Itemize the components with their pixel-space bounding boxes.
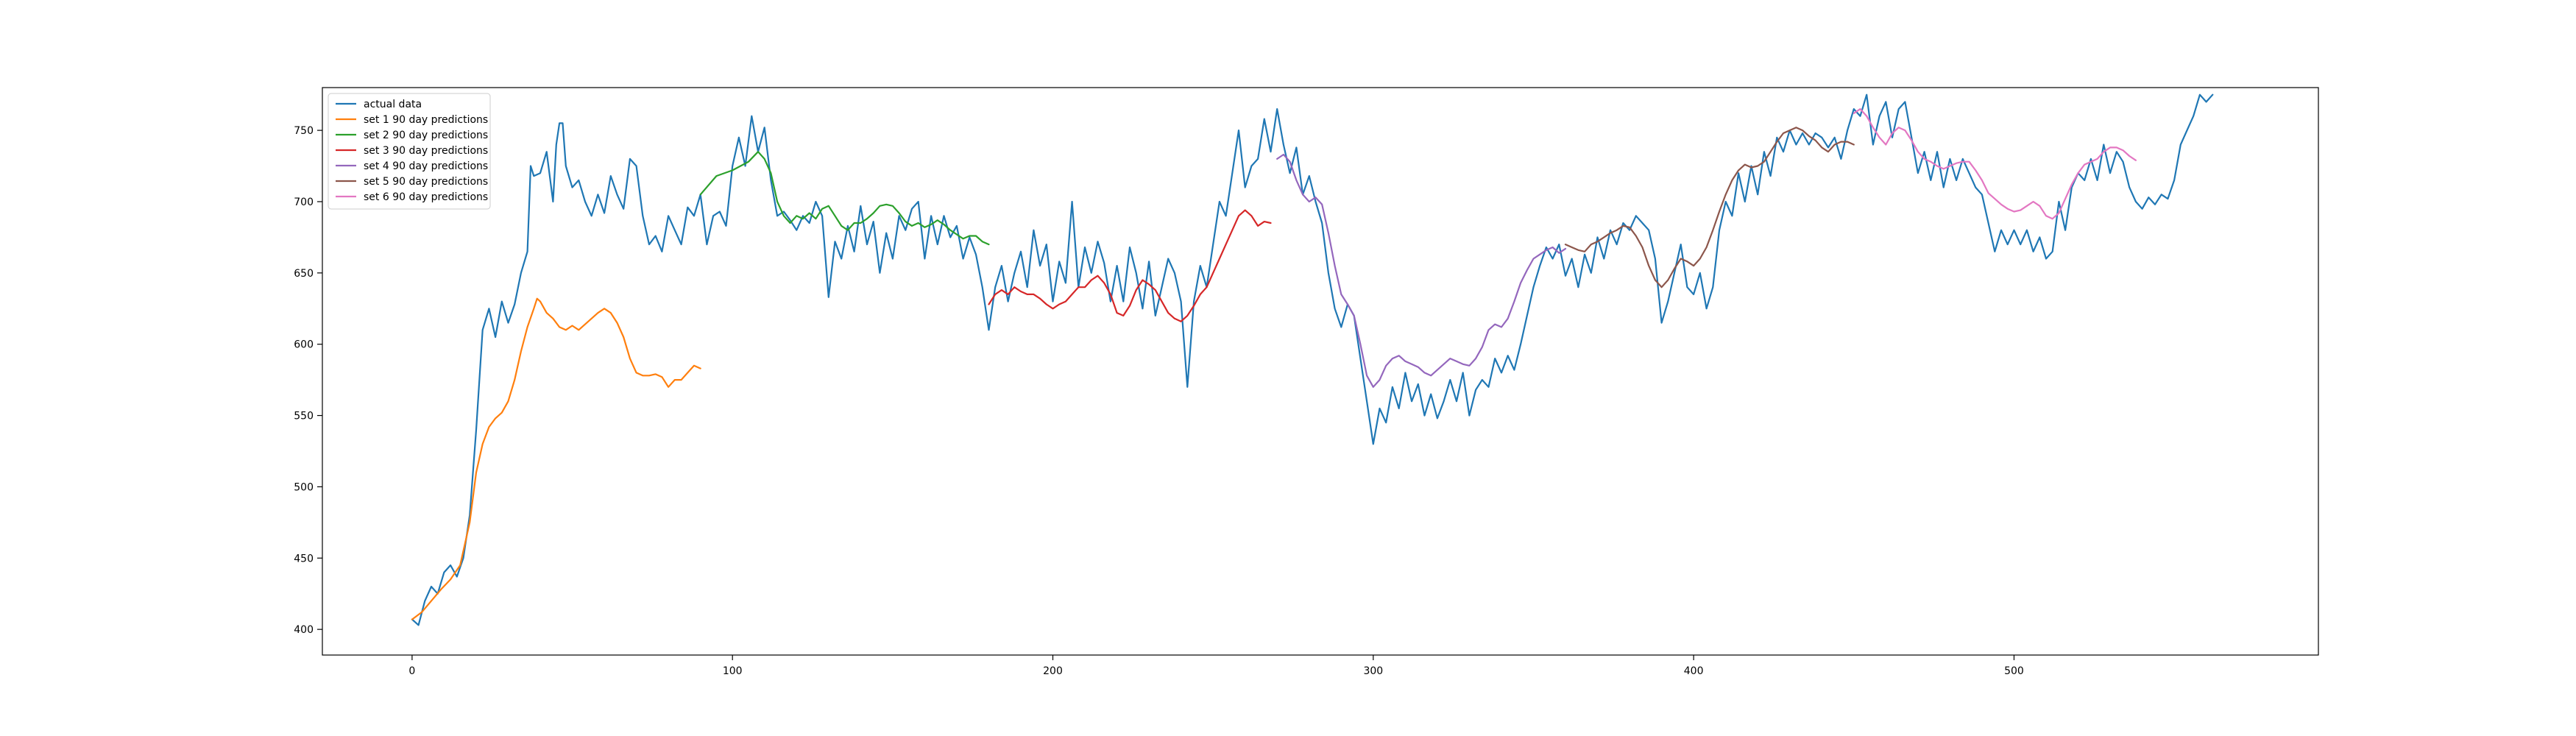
- series-line-6: [1564, 127, 1855, 289]
- x-tick-label: 500: [2004, 665, 2024, 677]
- legend-label: set 5 90 day predictions: [364, 176, 488, 188]
- y-tick-label: 650: [294, 268, 314, 280]
- legend-label: set 6 90 day predictions: [364, 191, 488, 203]
- series-line-7: [1853, 108, 2137, 220]
- axes-frame: [322, 87, 2319, 656]
- x-axis: 0 100 200 300 400 500: [408, 655, 2024, 677]
- x-tick-label: 100: [723, 665, 743, 677]
- legend: actual data set 1 90 day predictions set 2…: [328, 93, 491, 210]
- legend-box: [328, 93, 491, 210]
- legend-label: set 3 90 day predictions: [364, 145, 488, 157]
- x-tick-label: 400: [1684, 665, 1704, 677]
- y-axis: 400 450 500 550 600 650 700 750: [294, 125, 322, 636]
- x-tick-label: 0: [408, 665, 415, 677]
- y-tick-label: 500: [294, 481, 314, 493]
- y-tick-label: 400: [294, 624, 314, 636]
- y-tick-label: 550: [294, 411, 314, 422]
- legend-label: set 2 90 day predictions: [364, 130, 488, 141]
- series-line-2: [411, 297, 701, 620]
- series-line-5: [1276, 153, 1567, 388]
- y-tick-label: 450: [294, 553, 314, 565]
- series-line-3: [699, 151, 990, 246]
- plot-area: [411, 93, 2214, 626]
- y-tick-label: 750: [294, 125, 314, 137]
- x-tick-label: 200: [1043, 665, 1063, 677]
- y-tick-label: 600: [294, 339, 314, 351]
- series-line-4: [988, 209, 1272, 322]
- axes-border: [322, 87, 2319, 656]
- x-tick-label: 300: [1363, 665, 1383, 677]
- legend-label: actual data: [364, 99, 422, 110]
- legend-label: set 1 90 day predictions: [364, 114, 488, 126]
- legend-label: set 4 90 day predictions: [364, 160, 488, 172]
- y-tick-label: 700: [294, 197, 314, 208]
